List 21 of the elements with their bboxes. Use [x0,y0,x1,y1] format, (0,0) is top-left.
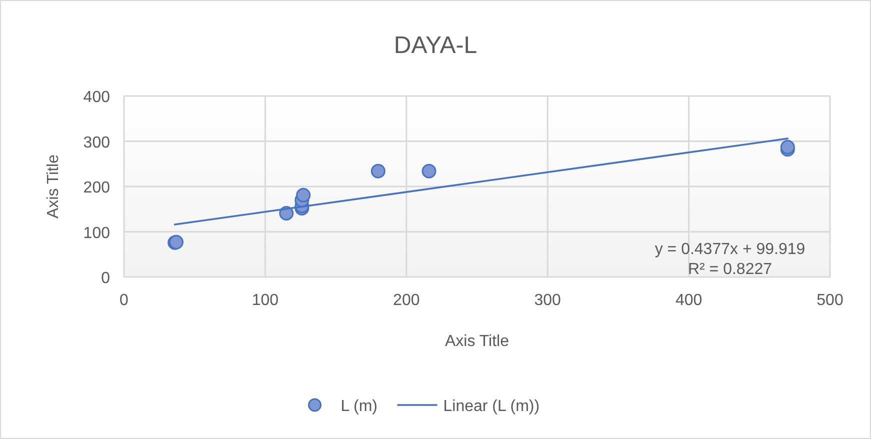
y-tick-label: 400 [83,89,110,106]
x-tick-label: 400 [675,292,702,309]
y-axis-title: Axis Title [45,154,62,219]
x-axis-title: Axis Title [444,333,510,350]
y-tick-label: 300 [83,134,110,152]
annotation: R² = 0.8227 [688,261,772,278]
x-tick-label: 300 [534,292,562,309]
x-tick-label: 100 [252,292,279,309]
y-tick-label: 0 [101,270,110,287]
legend-label: L (m) [340,398,378,415]
point [422,164,436,178]
chart-title: DAYA-L [394,32,478,59]
x-tick-label: 0 [120,292,129,309]
y-tick-label: 100 [83,224,110,242]
point [370,164,386,178]
annotation: y = 0.4377x + 99.919 [654,241,806,258]
y-tick-label: 200 [83,180,110,196]
point [296,188,311,202]
legend-label: Linear (L (m)) [443,398,540,415]
x-tick-label: 200 [393,292,420,309]
x-tick-label: 500 [816,292,844,309]
